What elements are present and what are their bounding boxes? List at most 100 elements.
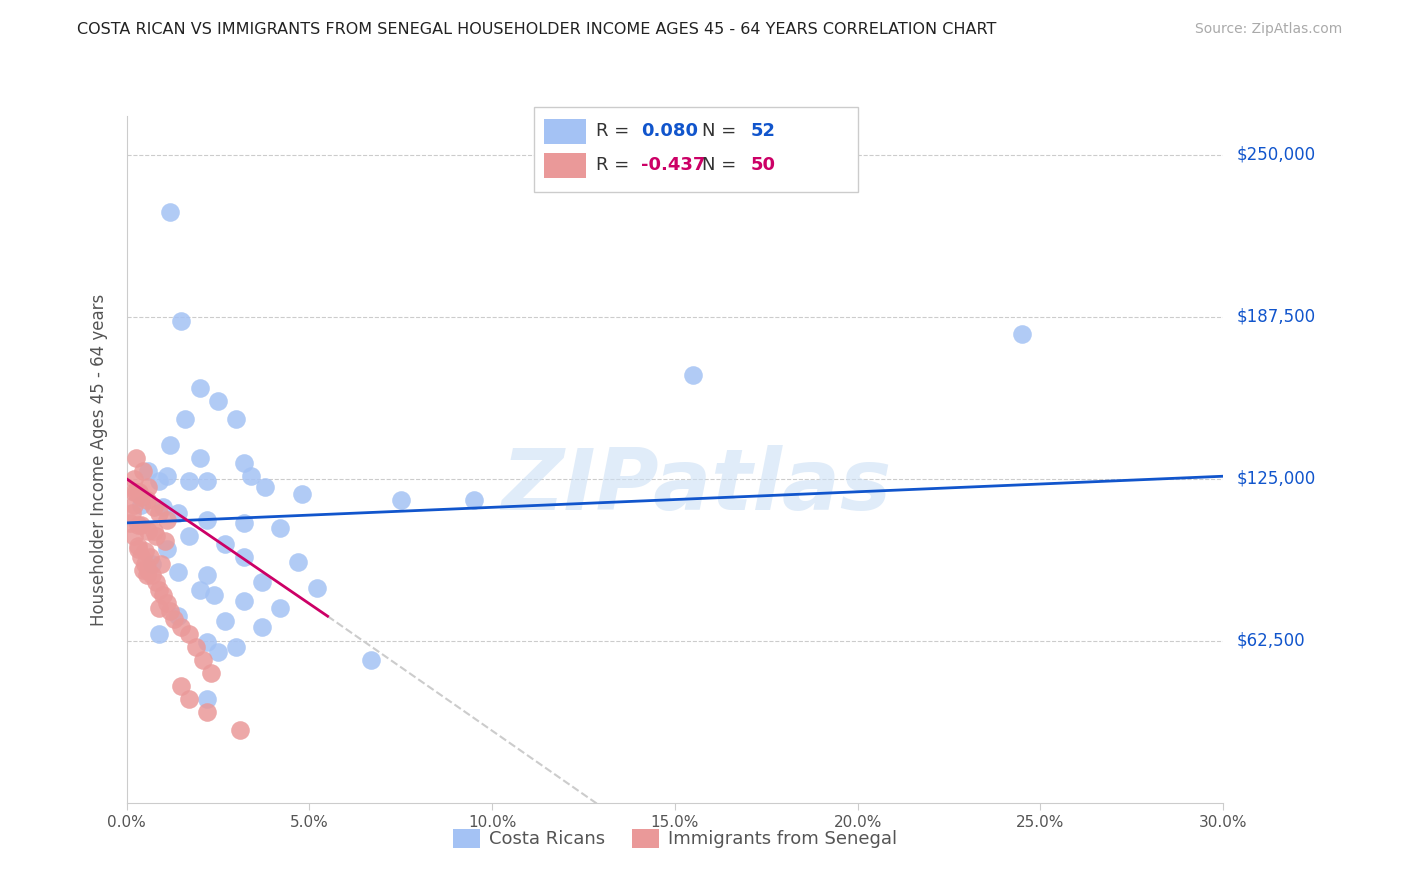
Point bbox=[143, 500, 166, 515]
Point bbox=[124, 451, 148, 466]
Point bbox=[269, 521, 291, 535]
Point bbox=[207, 645, 229, 659]
Point bbox=[129, 549, 152, 564]
Point bbox=[188, 381, 211, 395]
Point bbox=[152, 500, 174, 515]
Point bbox=[121, 506, 143, 520]
Point bbox=[120, 516, 142, 530]
Point bbox=[250, 619, 273, 633]
Point bbox=[148, 506, 170, 520]
Point bbox=[129, 518, 152, 533]
FancyBboxPatch shape bbox=[544, 153, 586, 178]
Point bbox=[207, 394, 229, 409]
FancyBboxPatch shape bbox=[544, 119, 586, 145]
Point bbox=[156, 513, 179, 527]
Point bbox=[159, 438, 181, 452]
Point bbox=[152, 589, 174, 603]
Point bbox=[166, 565, 188, 579]
Point bbox=[148, 601, 170, 615]
Point bbox=[122, 529, 145, 543]
Point bbox=[153, 534, 176, 549]
Point bbox=[239, 469, 262, 483]
Text: Source: ZipAtlas.com: Source: ZipAtlas.com bbox=[1195, 22, 1343, 37]
Point bbox=[225, 640, 247, 655]
Text: $125,000: $125,000 bbox=[1237, 470, 1316, 488]
Point bbox=[127, 518, 149, 533]
Point bbox=[163, 612, 186, 626]
Point bbox=[184, 640, 207, 655]
Point bbox=[682, 368, 704, 383]
Point bbox=[188, 451, 211, 466]
Point bbox=[159, 205, 181, 219]
Point bbox=[214, 615, 236, 629]
Point bbox=[122, 484, 145, 499]
Point bbox=[202, 589, 225, 603]
Point bbox=[195, 635, 218, 649]
Point bbox=[232, 516, 254, 530]
Point bbox=[166, 506, 188, 520]
Point bbox=[139, 549, 162, 564]
Point bbox=[128, 487, 150, 501]
Point bbox=[134, 544, 156, 558]
Point bbox=[128, 484, 150, 499]
Point bbox=[145, 575, 167, 590]
Text: -0.437: -0.437 bbox=[641, 156, 706, 174]
Point bbox=[127, 541, 149, 556]
Point bbox=[141, 558, 163, 572]
Text: $187,500: $187,500 bbox=[1237, 308, 1316, 326]
Point bbox=[138, 464, 160, 478]
Point bbox=[188, 583, 211, 598]
Point bbox=[195, 567, 218, 582]
Point bbox=[291, 487, 314, 501]
Point bbox=[177, 529, 200, 543]
Point bbox=[135, 567, 157, 582]
Point bbox=[122, 472, 145, 486]
Text: N =: N = bbox=[703, 156, 742, 174]
Point bbox=[177, 692, 200, 706]
Point bbox=[250, 575, 273, 590]
FancyBboxPatch shape bbox=[534, 107, 858, 192]
Text: N =: N = bbox=[703, 122, 742, 140]
Point bbox=[195, 692, 218, 706]
Point bbox=[200, 666, 222, 681]
Point bbox=[170, 679, 193, 693]
Point bbox=[138, 480, 160, 494]
Text: 0.080: 0.080 bbox=[641, 122, 697, 140]
Point bbox=[135, 492, 157, 507]
Text: 52: 52 bbox=[751, 122, 776, 140]
Point bbox=[129, 498, 152, 512]
Legend: Costa Ricans, Immigrants from Senegal: Costa Ricans, Immigrants from Senegal bbox=[446, 822, 904, 855]
Point bbox=[134, 558, 156, 572]
Point bbox=[156, 541, 179, 556]
Point bbox=[193, 653, 215, 667]
Point bbox=[156, 596, 179, 610]
Point bbox=[170, 314, 193, 328]
Point bbox=[232, 593, 254, 607]
Point bbox=[138, 562, 160, 576]
Point bbox=[122, 498, 145, 512]
Point bbox=[463, 492, 485, 507]
Point bbox=[214, 536, 236, 550]
Point bbox=[360, 653, 382, 667]
Point bbox=[269, 601, 291, 615]
Point bbox=[132, 464, 155, 478]
Point bbox=[150, 558, 173, 572]
Point bbox=[232, 456, 254, 470]
Point bbox=[159, 604, 181, 618]
Point bbox=[143, 524, 166, 538]
Text: $250,000: $250,000 bbox=[1237, 145, 1316, 164]
Point bbox=[305, 581, 328, 595]
Point bbox=[148, 627, 170, 641]
Point bbox=[129, 490, 152, 504]
Point bbox=[177, 627, 200, 641]
Y-axis label: Householder Income Ages 45 - 64 years: Householder Income Ages 45 - 64 years bbox=[90, 293, 108, 625]
Point bbox=[127, 539, 149, 553]
Point bbox=[287, 555, 309, 569]
Point bbox=[166, 609, 188, 624]
Point bbox=[148, 475, 170, 489]
Point bbox=[229, 723, 252, 738]
Point bbox=[389, 492, 412, 507]
Point bbox=[156, 469, 179, 483]
Point bbox=[177, 475, 200, 489]
Point bbox=[1011, 326, 1033, 341]
